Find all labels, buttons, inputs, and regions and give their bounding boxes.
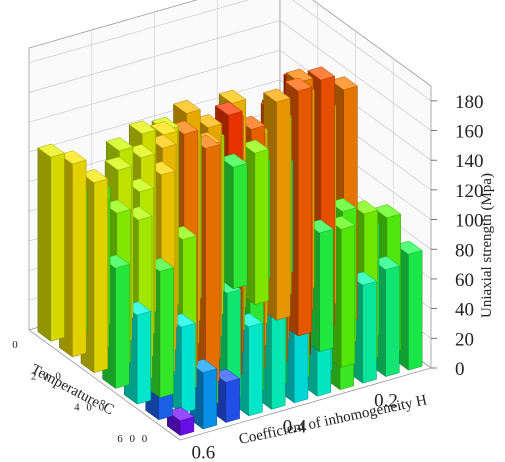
- bar-front-face: [205, 144, 220, 385]
- bar-top-face: [128, 120, 157, 135]
- bar-top-face: [263, 88, 291, 103]
- bar-top-face: [330, 76, 358, 91]
- bar: [166, 407, 195, 436]
- bar-front-face: [50, 152, 65, 342]
- z-tick-label: 40: [455, 300, 474, 321]
- bar-top-face: [307, 66, 336, 81]
- bar-top-face: [172, 99, 201, 114]
- y-tick-label: 4 0 0: [74, 402, 106, 414]
- bar-top-face: [241, 139, 270, 154]
- bar-front-face: [276, 97, 291, 321]
- z-tick-label: 120: [455, 181, 484, 202]
- bar-front-face: [93, 178, 108, 374]
- chart-ticks: 0 20 40 60 80 100 120 140 160 180 0.2 0.4 0.6 0 2 0 0 4…: [12, 92, 483, 462]
- bar-front-face: [181, 322, 196, 414]
- z-axis-label: Uniaxial strength (Mpa): [479, 173, 495, 318]
- z-tick-label: 20: [455, 329, 474, 350]
- chart-bars: [37, 66, 423, 436]
- bar-front-face: [225, 378, 240, 423]
- bar-top-face: [218, 89, 247, 104]
- y-tick-label: 6 0 0: [117, 433, 149, 445]
- z-tick-label: 80: [455, 240, 474, 261]
- bar-top-face: [105, 137, 134, 152]
- bar-front-face: [72, 159, 87, 358]
- x-tick-label: 0.2: [374, 390, 398, 411]
- z-gridline: [28, 0, 432, 102]
- bar-front-face: [233, 162, 248, 290]
- x-tick-label: 0.4: [283, 417, 307, 438]
- bar-top-face: [285, 68, 314, 83]
- z-gridline: [28, 79, 432, 191]
- bar-top-face: [150, 121, 178, 136]
- z-tick-label: 180: [455, 92, 484, 113]
- bar-front-face: [115, 263, 130, 389]
- bar-top-face: [373, 204, 402, 219]
- z-tick-label: 140: [455, 151, 484, 172]
- z-tick-label: 160: [455, 122, 484, 143]
- bar-top-face: [104, 156, 133, 171]
- z-tick-label: 60: [455, 270, 474, 291]
- z-gridline: [28, 20, 432, 131]
- bar-side-face: [37, 147, 52, 342]
- bar-front-face: [271, 311, 286, 410]
- bar-top-face: [284, 77, 313, 92]
- y-tick-label: 2 0 0: [31, 370, 63, 382]
- bar-front-face: [319, 228, 334, 353]
- bar-front-face: [340, 225, 356, 368]
- z-tick-label: 0: [455, 359, 465, 380]
- bar-front-face: [159, 267, 174, 398]
- bar-front-face: [248, 322, 263, 417]
- bar: [37, 143, 66, 342]
- bar-top-face: [37, 143, 66, 158]
- bar-front-face: [408, 250, 423, 371]
- z-gridline: [28, 49, 432, 161]
- bar-front-face: [297, 86, 313, 337]
- bar-front-face: [254, 148, 269, 305]
- z-tick-label: 100: [455, 211, 484, 232]
- bar-top-face: [214, 101, 243, 116]
- bar-front-face: [136, 310, 152, 405]
- x-tick-label: 0.6: [192, 443, 216, 462]
- bar-top-face: [219, 153, 248, 168]
- bar-front-face: [362, 280, 377, 384]
- bar-front-face: [202, 368, 218, 430]
- y-tick-label: 0: [12, 339, 20, 351]
- bar-front-face: [385, 265, 400, 377]
